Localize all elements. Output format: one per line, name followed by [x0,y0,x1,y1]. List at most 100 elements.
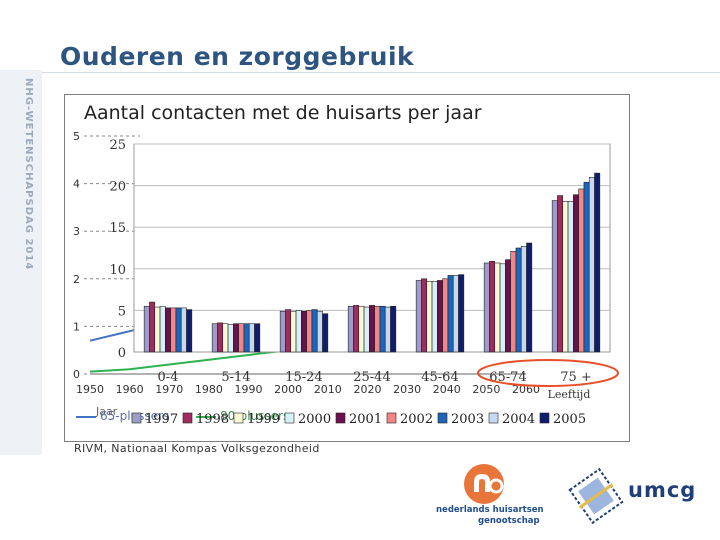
bar-65-74-1998 [489,261,496,353]
line-x-tick-label: 2030 [393,383,421,396]
line-x-tick-label: 1950 [76,383,104,396]
nhg-logo-text: nederlands huisartsen [436,505,544,515]
bar-25-44-1997 [347,305,354,353]
bar-category-label: 5-14 [221,370,250,385]
legend-swatch-1997 [131,412,142,424]
bar-5-14-2002 [238,323,245,353]
line-x-tick-label: 2000 [274,383,302,396]
bar-65-74-1997 [483,262,490,353]
bar-65-74-2000 [499,263,506,353]
side-band [0,70,42,455]
legend-label-2005: 2005 [553,412,586,427]
bar-75 +-2004 [588,176,595,353]
line-x-tick-label: 2040 [433,383,461,396]
highlight-ellipse [477,359,619,387]
bar-25-44-2001 [369,305,375,353]
legend-swatch-2001 [335,412,346,424]
bar-15-24-1997 [279,310,286,353]
bar-65-74-1999 [494,262,501,353]
legend-label-2004: 2004 [502,412,535,427]
bar-45-64-2003 [447,275,454,353]
bar-0-4-2004 [180,307,187,353]
line-x-tick-label: 1980 [195,383,223,396]
bar-45-64-2005 [458,274,465,353]
bar-5-14-1998 [217,322,224,353]
legend-swatch-2004 [488,412,499,424]
bar-0-4-1997 [143,305,150,353]
slide-title: Ouderen en zorggebruik [60,42,415,71]
line-y-tick-label: 0 [73,368,80,381]
bar-y-tick-label: 15 [109,221,126,236]
bar-75 +-1999 [562,201,569,353]
bar-15-24-2004 [316,310,323,353]
bar-0-4-2003 [175,307,182,353]
bar-x-axis-label: Leeftijd [548,388,591,401]
bar-45-64-1997 [415,280,422,353]
bar-75 +-2003 [583,181,590,353]
line-y-tick-label: 4 [73,178,80,191]
legend-label-2002: 2002 [400,412,433,427]
legend-label-1997: 1997 [145,412,178,427]
bar-15-24-2002 [306,310,313,353]
bar-75 +-1998 [557,195,564,353]
bar-0-4-1998 [149,301,156,353]
bar-15-24-2003 [311,309,318,353]
bar-y-tick-label: 0 [118,346,126,361]
bar-65-74-2004 [520,246,527,353]
bar-category-label: 15-24 [285,370,322,385]
bar-5-14-2000 [227,324,234,353]
bar-5-14-1997 [211,323,218,353]
line-y-tick-label: 5 [73,130,80,143]
bar-0-4-2000 [159,305,166,353]
bar-5-14-2004 [248,323,255,353]
legend-label-2001: 2001 [349,412,382,427]
line-x-tick-label: 1960 [116,383,144,396]
bar-5-14-2001 [233,323,239,353]
legend-swatch-2005 [539,412,550,424]
line-x-tick-label: 1990 [235,383,263,396]
umcg-logo [568,467,624,525]
legend-swatch-2002 [386,412,397,424]
nhg-logo-text-2: genootschap [478,516,540,526]
bar-15-24-2001 [301,310,307,353]
legend-label-1999: 1999 [247,412,280,427]
bar-5-14-2003 [243,323,250,353]
bar-5-14-2005 [254,323,261,353]
umcg-logo-text: umcg [628,478,697,502]
legend-swatch-1998 [182,412,193,424]
nhg-logo [464,464,504,504]
line-legend-prefix: Jaar [95,405,118,418]
legend-label-1998: 1998 [196,412,229,427]
bar-0-4-2001 [165,307,171,353]
bar-0-4-2002 [170,307,177,353]
bar-15-24-2005 [322,313,329,353]
bar-65-74-2005 [526,242,533,353]
bar-75 +-2002 [578,188,585,353]
line-x-tick-label: 2050 [472,383,500,396]
source-note: RIVM, Nationaal Kompas Volksgezondheid [74,442,320,455]
bar-15-24-1999 [290,310,297,353]
bar-45-64-1998 [421,278,428,353]
bar-category-label: 75 + [560,370,592,385]
bar-45-64-1999 [426,280,433,353]
bar-15-24-2000 [295,310,302,353]
bar-25-44-1998 [353,305,360,353]
bar-5-14-1999 [222,323,229,353]
legend-swatch-2000 [284,412,295,424]
line-x-tick-label: 2010 [314,383,342,396]
bar-category-label: 45-64 [421,370,458,385]
bar-0-4-1999 [154,306,161,353]
bar-25-44-2000 [363,306,370,353]
bar-y-tick-label: 10 [109,263,126,278]
bar-0-4-2005 [186,309,193,353]
line-y-tick-label: 1 [73,320,80,333]
bar-category-label: 0-4 [158,370,179,385]
bar-15-24-1998 [285,309,292,353]
bar-45-64-2001 [437,280,443,353]
bar-y-tick-label: 25 [109,138,126,153]
bar-category-label: 25-44 [353,370,390,385]
bar-75 +-2005 [594,172,601,353]
bar-25-44-1999 [358,305,365,353]
bar-45-64-2004 [452,275,459,353]
